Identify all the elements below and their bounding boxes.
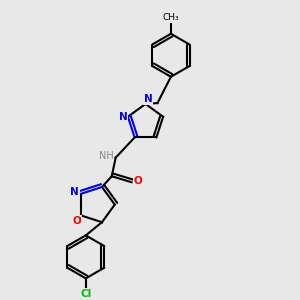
Text: O: O (72, 216, 81, 226)
Text: NH: NH (99, 151, 113, 161)
Text: N: N (143, 94, 152, 104)
Text: N: N (119, 112, 128, 122)
Text: N: N (70, 187, 79, 197)
Text: CH₃: CH₃ (163, 14, 179, 22)
Text: O: O (134, 176, 142, 186)
Text: Cl: Cl (80, 289, 92, 299)
